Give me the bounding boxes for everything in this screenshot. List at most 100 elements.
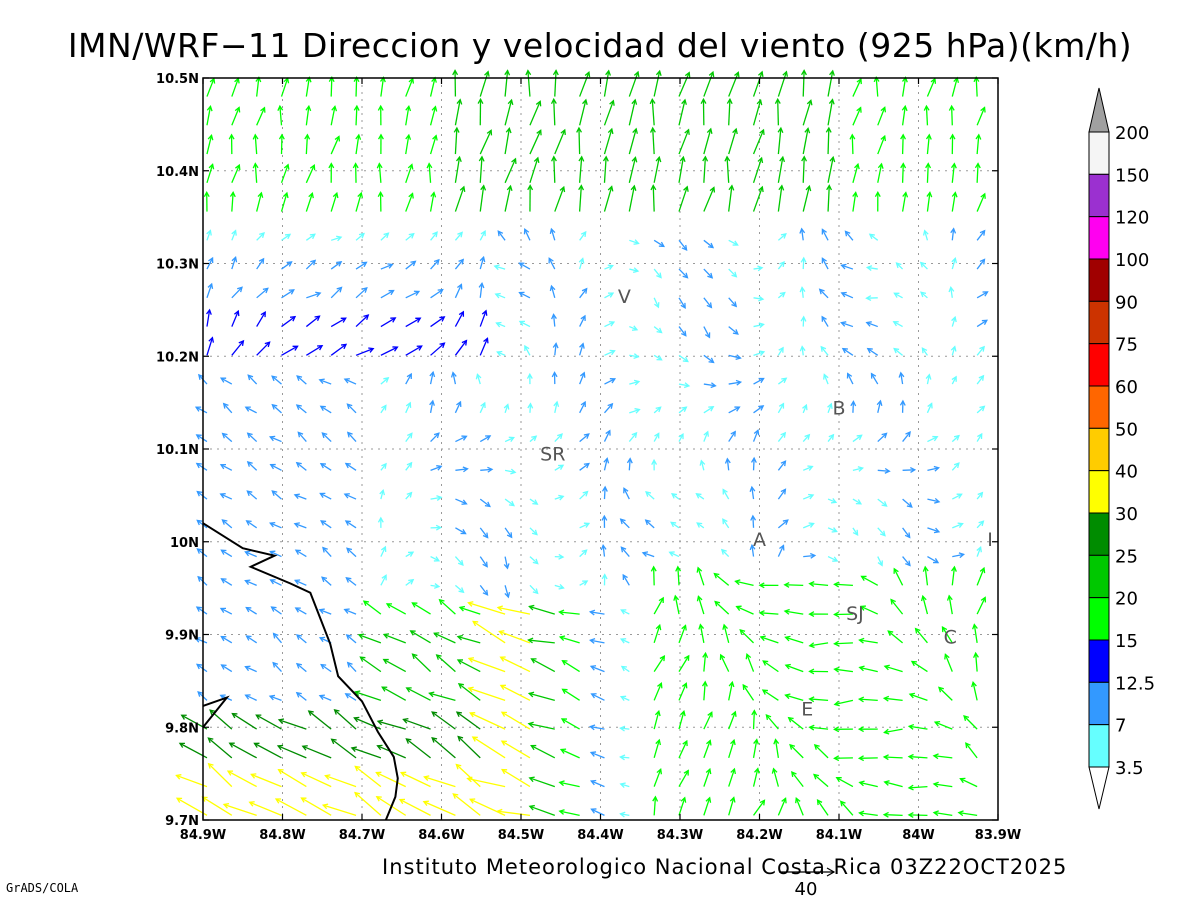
wind-vector [827,556,839,562]
wind-vector [433,632,456,644]
wind-vector [558,780,580,788]
colorbar-swatch [1088,300,1110,345]
wind-vector [620,665,630,673]
wind-vector [696,595,705,615]
wind-vector [604,321,616,328]
wind-vector [553,400,560,413]
wind-vector [467,686,506,701]
wind-vector [678,155,686,183]
wind-vector [231,163,241,184]
wind-vector [589,665,605,673]
wind-vector [753,377,765,385]
wind-vector [752,429,760,442]
wind-vector [529,435,538,443]
wind-vector [771,767,780,787]
wind-vector [653,768,663,787]
wind-vector [423,775,456,788]
wind-vector [895,262,904,270]
wind-vector [932,753,953,760]
wind-vector [430,316,446,328]
wind-vector [454,283,463,299]
wind-vector [603,429,611,442]
wind-vector [753,265,764,272]
wind-vector [405,372,412,385]
wind-vector [346,403,357,414]
wind-vector [346,547,357,558]
wind-vector [852,77,862,97]
wind-vector [271,403,282,414]
wind-vector [649,97,656,126]
wind-vector [899,399,906,413]
wind-vector [784,663,804,673]
x-tick-label: 83.9W [975,828,1021,843]
wind-vector [765,713,779,730]
wind-vector [893,567,904,586]
wind-vector [773,738,780,758]
wind-vector [976,520,985,529]
wind-vector [859,605,879,615]
wind-vector [678,98,687,126]
wind-vector [219,607,233,615]
wind-vector [380,346,399,356]
coastline-main [202,522,399,821]
wind-vector [479,556,488,568]
colorbar-swatch [1088,470,1110,514]
wind-vector [629,296,639,302]
wind-vector [330,738,357,759]
wind-vector [714,600,730,615]
wind-vector [734,579,754,586]
wind-vector [678,739,688,759]
wind-vector [735,605,754,615]
wind-vector [579,314,586,327]
wind-vector [827,69,835,97]
wind-vector [628,127,638,155]
wind-vector [703,796,712,816]
wind-vector [703,239,715,249]
wind-vector [816,799,829,816]
wind-vector [907,753,928,760]
wind-vector [480,466,494,473]
wind-vector [628,70,640,97]
y-tick-label: 9.7N [165,814,199,829]
wind-vector [951,434,960,443]
city-label: E [801,699,813,721]
wind-vector [833,581,853,588]
wind-vector [497,230,506,241]
colorbar-swatch [1088,385,1110,429]
colorbar-swatch [1088,343,1110,387]
wind-vector [206,229,212,241]
wind-vector [455,435,468,443]
wind-vector [503,403,510,414]
wind-vector [976,463,984,471]
wind-vector [245,635,258,644]
wind-vector [231,77,240,97]
wind-vector [777,260,785,270]
wind-vector [274,798,307,816]
wind-vector [430,258,440,270]
wind-vector [196,548,208,558]
wind-vector [910,660,928,673]
wind-vector [925,373,932,385]
wind-vector [350,746,382,759]
wind-vector [380,232,390,241]
wind-vector [877,162,884,183]
wind-vector [907,784,928,791]
wind-vector [908,692,928,701]
wind-vector [653,69,662,97]
wind-vector [857,696,878,703]
wind-vector [802,99,813,126]
wind-vector [976,229,986,241]
wind-vector [787,716,804,730]
wind-vector [678,432,684,442]
wind-vector [865,321,878,328]
wind-vector [525,69,532,97]
wind-vector [728,767,736,787]
wind-vector [972,623,978,643]
wind-vector [762,660,779,673]
wind-vector [429,76,437,97]
wind-vector [892,321,903,328]
wind-vector [893,292,903,299]
wind-vector [703,354,715,364]
wind-vector [653,596,664,615]
